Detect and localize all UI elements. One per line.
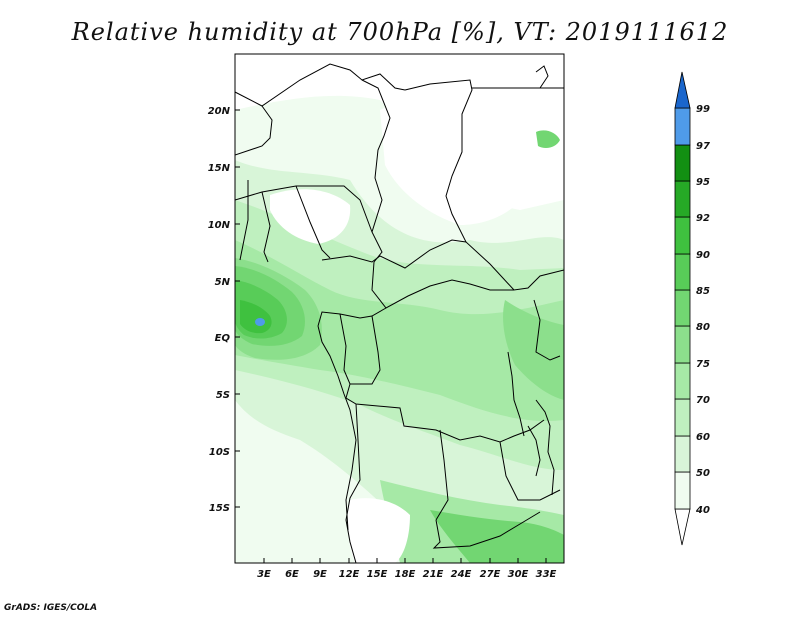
lon-label: 27E: [480, 569, 501, 580]
colorbar-swatch-70: [674, 362, 691, 400]
lat-label: 15N: [208, 163, 231, 174]
lon-label: 24E: [451, 569, 472, 580]
colorbar-label: 75: [696, 359, 710, 370]
lat-label: 10S: [209, 447, 230, 458]
colorbar-swatch-60: [674, 398, 691, 437]
dry-region-north: [380, 94, 530, 225]
colorbar-label: 99: [696, 104, 710, 115]
rh-spot-97: [255, 318, 265, 326]
lat-label: 5N: [215, 277, 231, 288]
lon-label: 21E: [423, 569, 444, 580]
rh-region-ne-80: [536, 130, 560, 148]
colorbar-label: 95: [696, 177, 710, 188]
colorbar-label: 70: [696, 395, 710, 406]
colorbar-label: 85: [696, 286, 710, 297]
lon-label: 12E: [339, 569, 360, 580]
colorbar-label: 50: [696, 468, 710, 479]
colorbar-swatch-90: [674, 216, 691, 255]
lon-label: 9E: [313, 569, 327, 580]
lat-label: EQ: [215, 333, 231, 344]
colorbar-swatch-85: [674, 253, 691, 291]
lon-label: 33E: [536, 569, 557, 580]
map-title: Relative humidity at 700hPa [%], VT: 201…: [71, 18, 729, 46]
colorbar-top-arrow: [674, 71, 691, 109]
rh-region-90: [240, 300, 272, 334]
rh-region-70: [235, 240, 564, 421]
colorbar-label: 92: [696, 213, 710, 224]
map-frame: [234, 53, 565, 564]
colorbar-swatch-40: [674, 471, 691, 510]
dry-region-northwest: [270, 189, 351, 244]
dry-region-south: [347, 498, 410, 563]
longitude-axis: 3E 6E 9E 12E 15E 18E 21E 24E 27E 30E 33E: [257, 558, 557, 580]
colorbar-swatch-80: [674, 289, 691, 327]
lon-label: 18E: [395, 569, 416, 580]
colorbar-label: 60: [696, 432, 710, 443]
latitude-axis: 20N 15N 10N 5N EQ 5S 10S 15S: [208, 106, 240, 514]
country-borders: [235, 63, 564, 563]
colorbar-labels: 40 50 60 70 75 80 85 90 92 95 97 99: [695, 104, 710, 516]
colorbar-label: 90: [696, 250, 710, 261]
lat-label: 5S: [216, 390, 230, 401]
credit-footer: GrADS: IGES/COLA: [4, 603, 98, 613]
colorbar-swatch-95: [674, 144, 691, 182]
colorbar-swatch-75: [674, 325, 691, 364]
rh-region-east-75: [503, 300, 564, 400]
colorbar: [674, 71, 691, 546]
lat-label: 15S: [209, 503, 230, 514]
colorbar-bottom-arrow: [674, 508, 691, 546]
lat-label: 20N: [208, 106, 231, 117]
colorbar-swatch-50: [674, 435, 691, 473]
colorbar-swatch-92: [674, 180, 691, 218]
lat-label: 10N: [208, 220, 231, 231]
colorbar-swatch-97: [674, 107, 691, 146]
colorbar-label: 80: [696, 322, 710, 333]
lon-label: 30E: [508, 569, 529, 580]
lon-label: 15E: [367, 569, 388, 580]
dry-region-southwest: [235, 420, 311, 515]
lon-label: 3E: [257, 569, 271, 580]
colorbar-label: 97: [696, 141, 710, 152]
lon-label: 6E: [285, 569, 299, 580]
humidity-field: [235, 54, 564, 563]
colorbar-label: 40: [695, 505, 710, 516]
